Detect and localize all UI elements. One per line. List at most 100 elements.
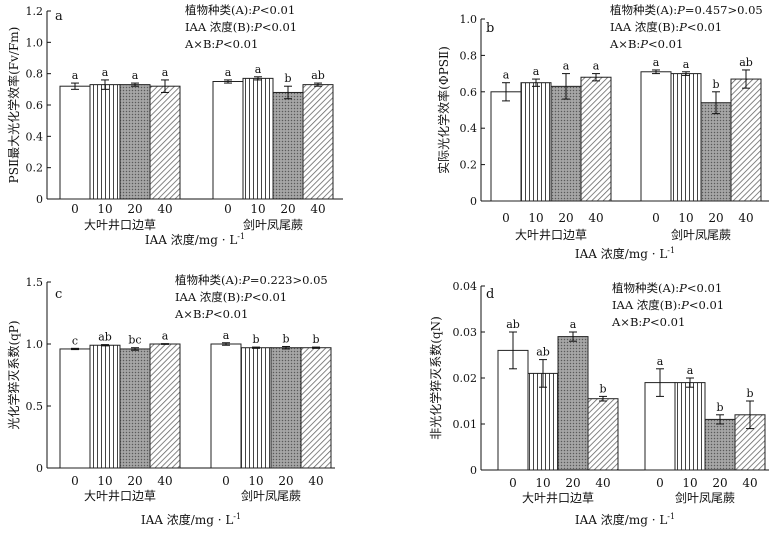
group-label: 剑叶凤尾蕨 [671,227,731,242]
significance-label: a [683,58,690,71]
bar [119,84,151,200]
x-tick-label: 0 [222,474,230,488]
x-tick-label: 10 [250,202,265,216]
panel-label: c [55,287,62,302]
y-tick-label: 1.0 [26,338,44,351]
bar [89,84,121,200]
bar [527,372,559,471]
significance-label: a [102,66,109,79]
x-tick-label: 20 [558,211,573,225]
y-axis-label: 非光化学猝灭系数(qN) [428,316,443,440]
bar [149,343,181,469]
x-tick-label: 20 [280,202,295,216]
x-tick-label: 20 [278,474,293,488]
x-axis-label: IAA 浓度/mg · L-1 [145,232,245,247]
bar [302,84,334,200]
bar [587,398,619,471]
x-tick-label: 10 [682,476,697,490]
stats-line: 植物种类(A):P<0.01 [185,3,295,17]
y-tick-label: 0 [470,195,477,208]
significance-label: a [162,66,169,79]
x-tick-label: 10 [248,474,263,488]
y-tick-label: 0.01 [453,418,478,431]
x-tick-label: 40 [595,476,610,490]
significance-label: a [132,69,139,82]
bar [149,85,181,200]
bar [730,78,762,202]
x-tick-label: 10 [678,211,693,225]
bar [557,336,589,471]
significance-label: a [657,355,664,368]
significance-label: a [687,364,694,377]
bar [704,418,736,471]
x-tick-label: 40 [588,211,603,225]
significance-label: a [533,65,540,78]
significance-label: b [746,387,753,400]
significance-label: a [223,329,230,342]
bar [89,344,121,469]
bar [270,347,302,469]
bar [300,347,332,469]
x-tick-label: 10 [535,476,550,490]
bar [520,82,552,202]
x-tick-label: 40 [157,474,172,488]
significance-label: ab [98,331,112,344]
y-tick-label: 0.02 [453,372,478,385]
significance-label: b [712,78,719,91]
x-axis-label: IAA 浓度/mg · L-1 [575,512,675,527]
x-tick-label: 40 [157,202,172,216]
panel-label: a [55,9,63,24]
y-tick-label: 1.5 [26,276,44,289]
bar [580,76,612,202]
x-tick-label: 20 [127,474,142,488]
x-tick-label: 0 [652,211,660,225]
bar [119,348,151,469]
chart-panel-b: 0 0.2 0.4 0.6 0.8 1.0 b 实际光化学效率(ΦPSⅡ) a 0 a 10 a 20 a 4… [436,3,769,261]
stats-line: A×B:P<0.01 [184,37,258,51]
bar [212,81,244,200]
significance-label: a [593,60,600,73]
y-axis-label: PSⅡ最大光化学效率(Fv/Fm) [6,27,21,184]
group-label: 剑叶凤尾蕨 [675,490,735,505]
significance-label: b [282,332,289,345]
significance-label: a [255,63,262,76]
significance-label: c [72,334,78,347]
significance-label: ab [311,69,325,82]
group-label: 剑叶凤尾蕨 [241,488,301,503]
x-tick-label: 0 [71,474,79,488]
x-tick-label: 20 [712,476,727,490]
bar [490,91,522,202]
y-tick-label: 0.5 [26,400,44,413]
bar [550,85,582,202]
y-tick-label: 0 [36,193,43,206]
x-tick-label: 0 [224,202,232,216]
x-tick-label: 0 [509,476,517,490]
x-tick-label: 40 [738,211,753,225]
y-tick-label: 0.03 [453,326,478,339]
bar [700,102,732,202]
group-label: 大叶井口边草 [84,489,156,503]
stats-line: A×B:P<0.01 [174,307,248,321]
chart-panel-a: 0 0.2 0.4 0.6 0.8 1.0 1.2 a PSⅡ最大光化学效率(Fv/Fm) a 0 a… [6,3,343,247]
significance-label: a [563,60,570,73]
significance-label: b [716,401,723,414]
x-axis-label: IAA 浓度/mg · L-1 [575,246,675,261]
bar [59,348,91,469]
panel-label: b [486,21,494,36]
significance-label: bc [128,334,141,347]
x-tick-label: 0 [656,476,664,490]
bar [272,91,304,200]
stats-line: IAA 浓度(B):P<0.01 [612,298,724,312]
stats-line: IAA 浓度(B):P<0.01 [175,290,287,304]
bar [644,382,676,471]
significance-label: ab [739,56,753,69]
stats-line: 植物种类(A):P=0.457>0.05 [610,3,763,17]
x-tick-label: 20 [708,211,723,225]
significance-label: a [503,69,510,82]
y-tick-label: 0 [470,464,477,477]
panel-label: d [486,287,494,302]
group-label: 大叶井口边草 [84,218,156,232]
